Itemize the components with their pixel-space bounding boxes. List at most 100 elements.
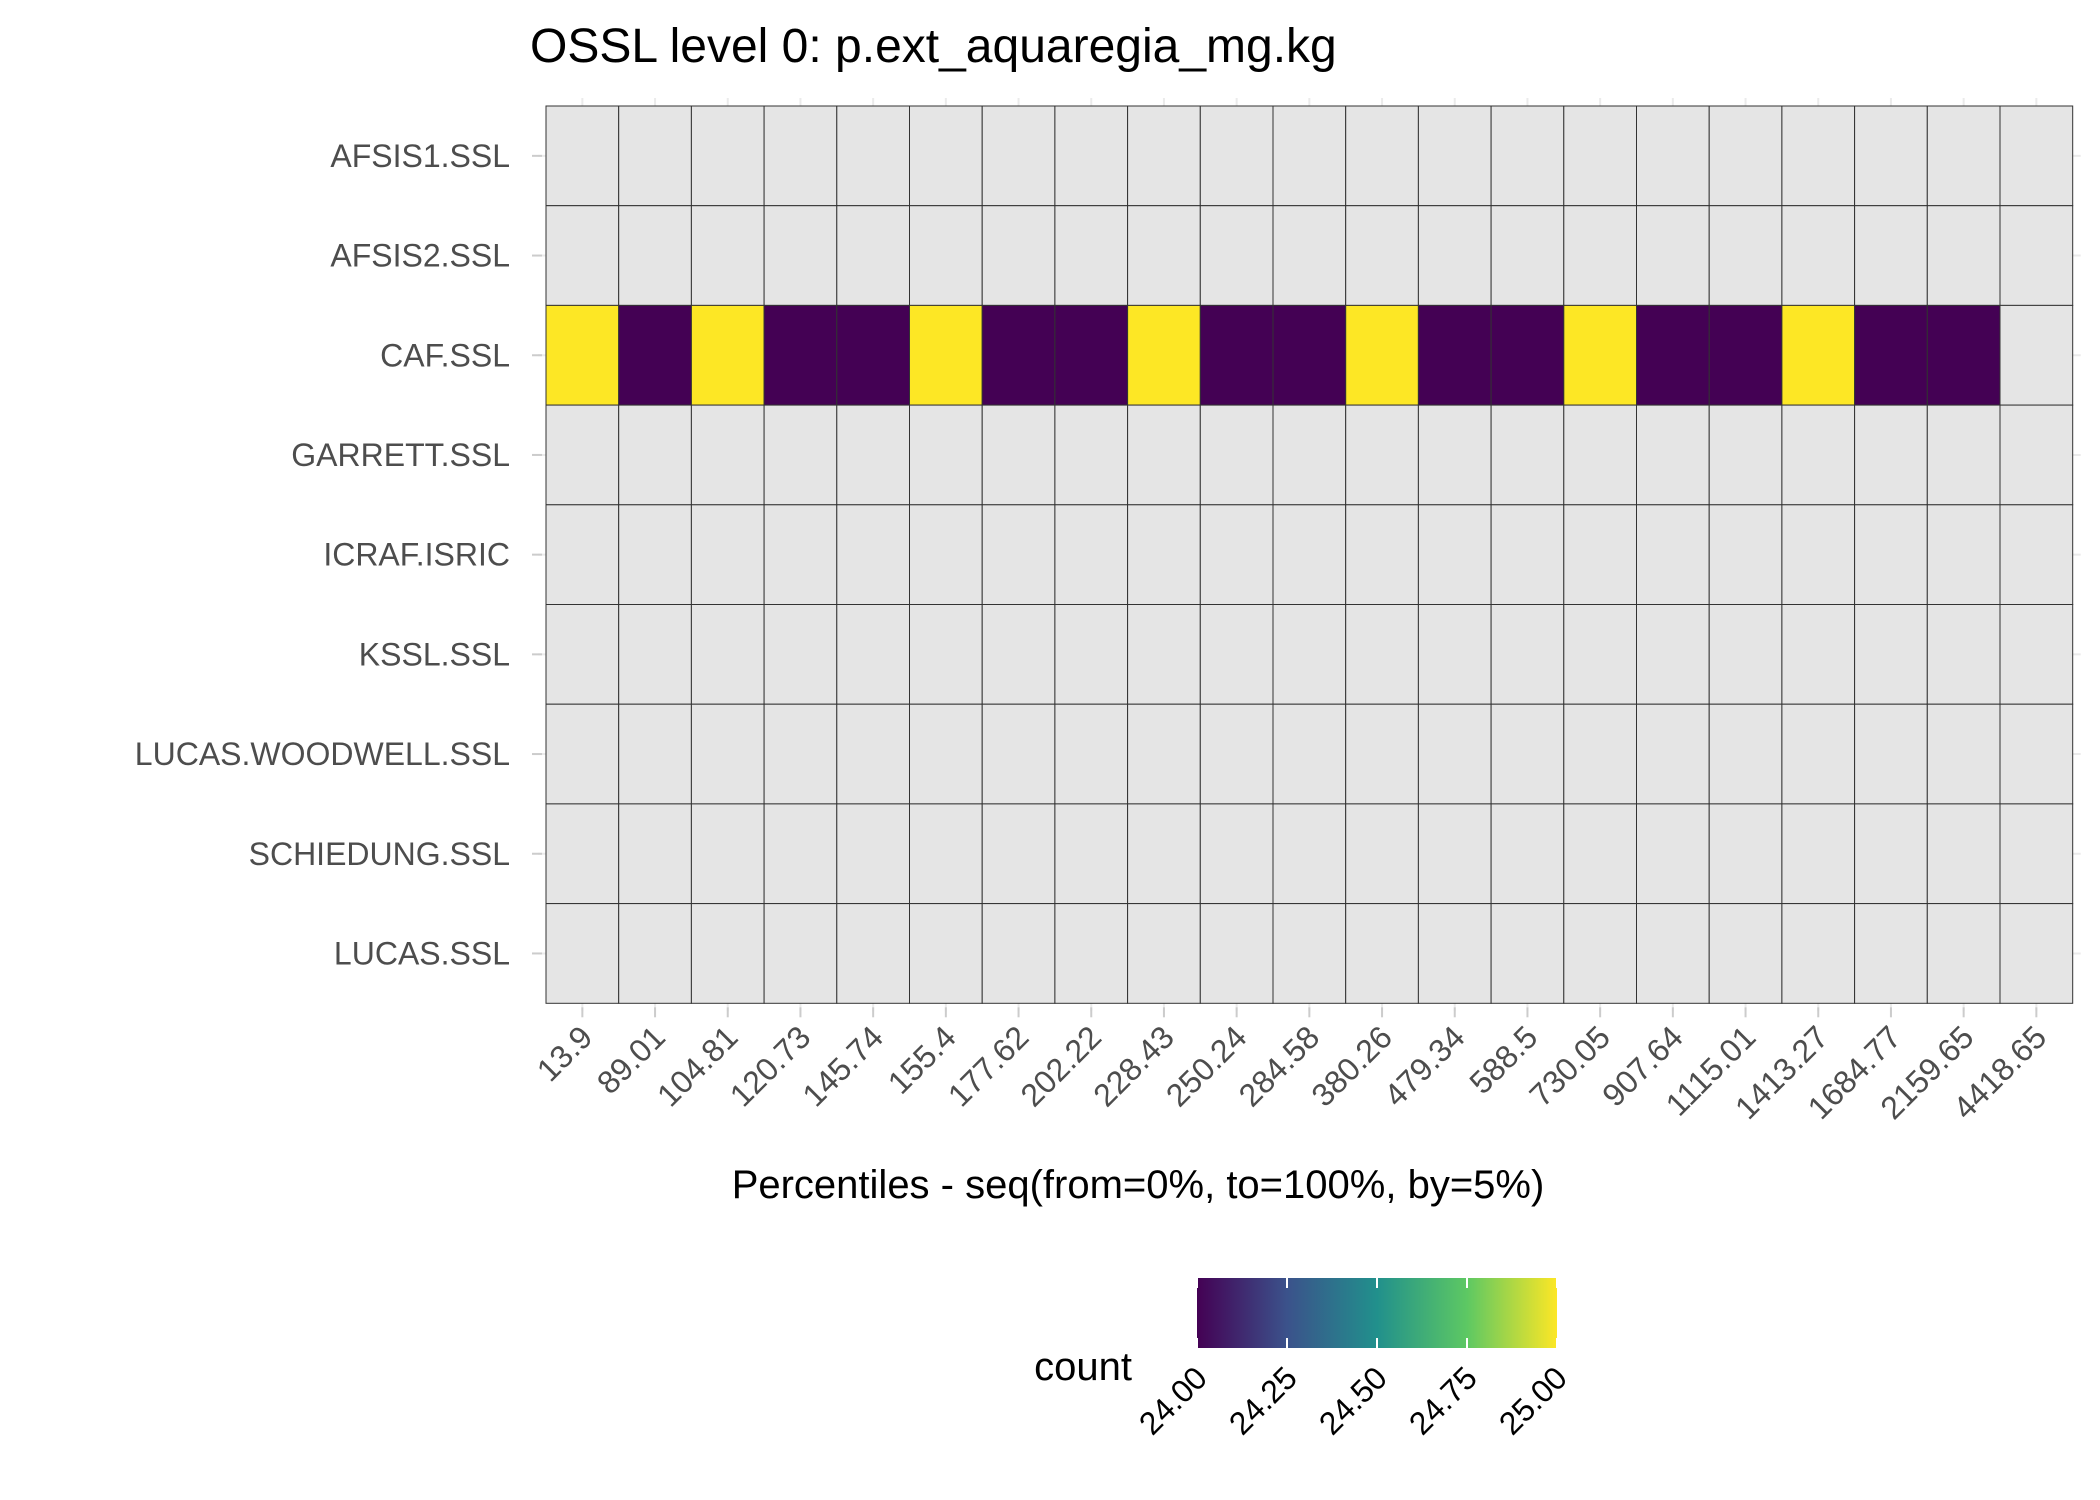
heatmap-cell-empty [545,205,620,306]
heatmap-cell-empty [1417,703,1492,805]
heatmap-cell-empty [981,504,1056,605]
heatmap-cell [763,304,838,406]
heatmap-cell-empty [1272,703,1347,805]
heatmap-cell-empty [1563,205,1638,306]
heatmap-cell [1636,304,1710,406]
heatmap-cell-empty [1781,703,1856,805]
heatmap-cell-empty [1854,504,1928,605]
heatmap-cell-empty [1926,205,2001,306]
heatmap-cell-empty [690,903,765,1004]
heatmap-cell [1199,304,1274,406]
heatmap-cell-empty [1999,604,2074,705]
heatmap-cell-empty [1926,404,2001,506]
heatmap-cell-empty [909,105,983,207]
heatmap-cell-empty [1054,205,1129,306]
heatmap-cell-empty [545,703,620,805]
heatmap-cell-empty [1490,205,1565,306]
heatmap-cell-empty [981,604,1056,705]
legend-tick-label: 24.00 [1132,1359,1214,1441]
heatmap-cell-empty [618,604,692,705]
heatmap-cell-empty [1854,404,1928,506]
heatmap-cell-empty [690,504,765,605]
heatmap-cell-empty [981,404,1056,506]
heatmap-cell-empty [690,105,765,207]
heatmap-cell-empty [909,604,983,705]
heatmap-cell-empty [836,504,910,605]
heatmap-cell-empty [618,105,692,207]
heatmap-cell-empty [981,903,1056,1004]
heatmap-cell-empty [1999,803,2074,905]
heatmap-cell-empty [690,404,765,506]
heatmap-cell-empty [1054,803,1129,905]
heatmap-cell [981,304,1056,406]
heatmap-cell-empty [1272,105,1347,207]
heatmap-cell-empty [1563,703,1638,805]
heatmap-cell-empty [1999,504,2074,605]
heatmap-cell-empty [836,205,910,306]
heatmap-cell [1127,304,1201,406]
heatmap-cell [1708,304,1783,406]
legend: count 24.00 24.25 24.50 24.75 25.00 [1034,1278,1574,1442]
heatmap-cell-empty [1490,404,1565,506]
heatmap-cell-empty [1781,803,1856,905]
heatmap-cell [618,304,692,406]
x-tick-label: 104.81 [650,1019,745,1114]
heatmap-cell-empty [1345,205,1419,306]
heatmap-cell-empty [763,105,838,207]
heatmap-cell-empty [690,205,765,306]
heatmap-cell-empty [1781,903,1856,1004]
heatmap-cell-empty [1127,604,1201,705]
heatmap-cell-empty [1417,205,1492,306]
heatmap-cell-empty [618,803,692,905]
x-tick-label: 13.9 [530,1019,599,1088]
x-tick-label: 177.62 [941,1019,1036,1114]
x-tick-label: 380.26 [1304,1019,1399,1114]
heatmap-cell-empty [1999,105,2074,207]
heatmap-cell-empty [1781,105,1856,207]
chart-title: OSSL level 0: p.ext_aquaregia_mg.kg [530,20,1337,73]
heatmap-cell-empty [1054,903,1129,1004]
heatmap-cell-empty [836,903,910,1004]
x-tick-label: 228.43 [1086,1019,1181,1114]
heatmap-cell-empty [909,404,983,506]
heatmap-cell-empty [1054,105,1129,207]
heatmap-cell-empty [981,703,1056,805]
heatmap-cell-empty [618,504,692,605]
heatmap-cell-empty [1345,404,1419,506]
heatmap-cell-empty [836,803,910,905]
heatmap-cell-empty [545,504,620,605]
heatmap-cell-empty [1199,604,1274,705]
heatmap-cell-empty [1127,205,1201,306]
heatmap-cell-empty [1926,604,2001,705]
heatmap-cell-empty [763,903,838,1004]
x-axis-title: Percentiles - seq(from=0%, to=100%, by=5… [732,1163,1545,1207]
heatmap-cell-empty [1127,504,1201,605]
heatmap-cell-empty [1417,504,1492,605]
heatmap-cell [836,304,910,406]
y-tick-label: SCHIEDUNG.SSL [249,836,510,872]
heatmap-cell-empty [909,504,983,605]
heatmap-cell [1345,304,1419,406]
heatmap-cell-empty [1345,903,1419,1004]
heatmap-cell [909,304,983,406]
heatmap-cells [545,105,2074,1004]
heatmap-cell-empty [1054,404,1129,506]
heatmap-cell-empty [1926,703,2001,805]
legend-title: count [1034,1345,1132,1389]
heatmap-cell-empty [836,404,910,506]
heatmap-cell-empty [1490,803,1565,905]
y-axis: AFSIS1.SSL AFSIS2.SSL CAF.SSL GARRETT.SSL IC… [135,138,542,971]
heatmap-cell-empty [1636,205,1710,306]
x-tick-label: 250.24 [1159,1019,1254,1114]
heatmap-cell-empty [1563,404,1638,506]
heatmap-cell-empty [618,205,692,306]
heatmap-cell-empty [1563,105,1638,207]
heatmap-cell-empty [1345,504,1419,605]
heatmap-cell-empty [1127,703,1201,805]
heatmap-cell-empty [1127,105,1201,207]
heatmap-cell-empty [690,703,765,805]
heatmap-cell-empty [1636,105,1710,207]
heatmap-cell-empty [1999,205,2074,306]
heatmap-cell-empty [1199,205,1274,306]
